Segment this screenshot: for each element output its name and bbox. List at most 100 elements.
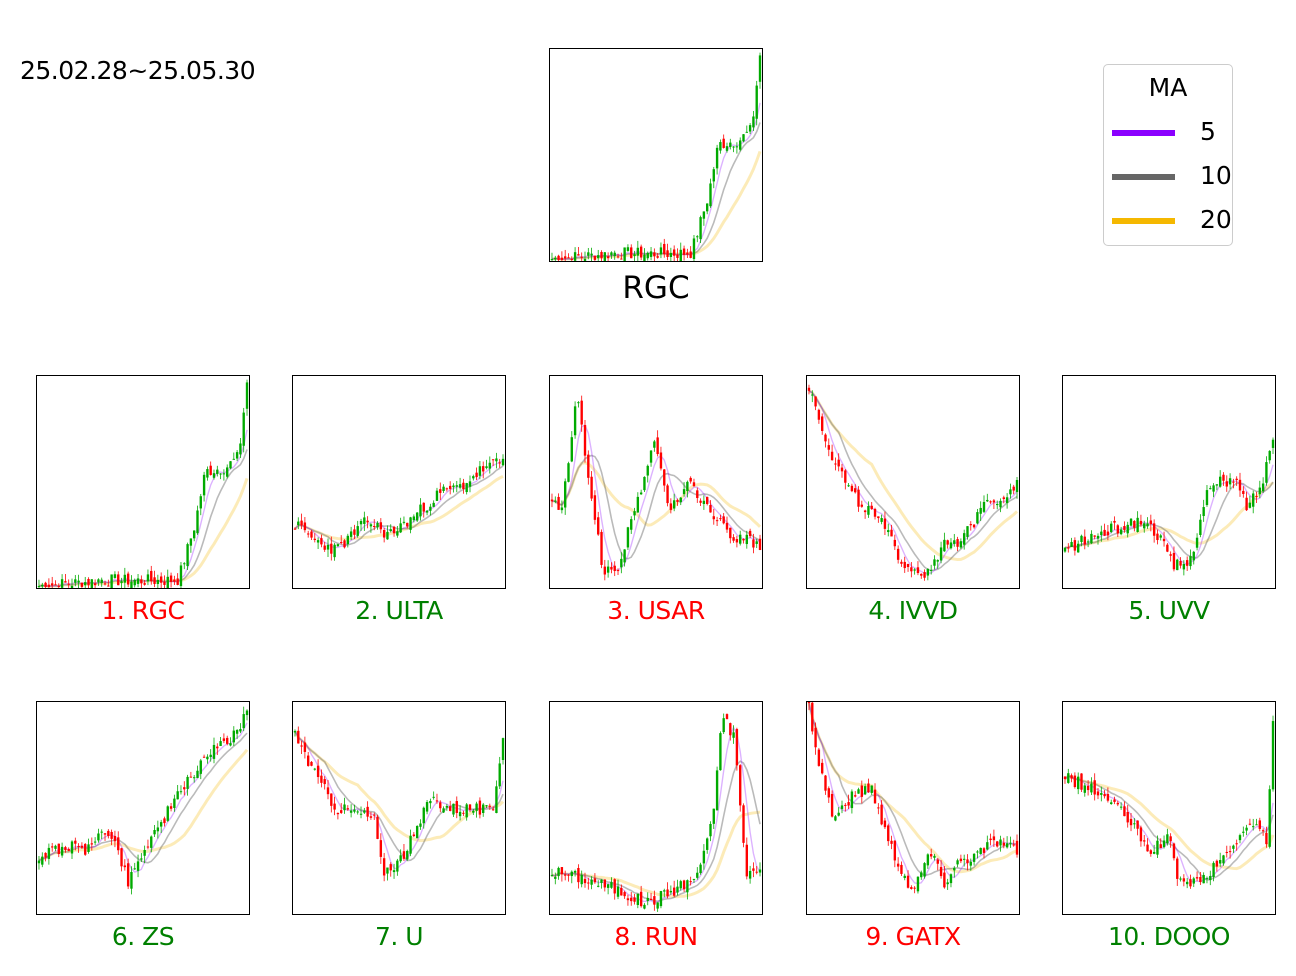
chart-6-candle-54 [216, 746, 219, 749]
chart-2-candle-46 [445, 488, 449, 490]
chart-7-candle-19 [356, 811, 359, 813]
date-range: 25.02.28~25.05.30 [20, 56, 256, 85]
chart-9-candle-61 [1009, 842, 1012, 844]
main-candle-45 [699, 217, 702, 240]
chart-3-candle-52 [722, 516, 725, 524]
main-candle-28 [643, 254, 646, 261]
chart-8-ma5-line [551, 726, 761, 904]
chart-8-candle-61 [752, 868, 755, 871]
chart-2-candle-18 [353, 529, 356, 535]
main-candle-42 [689, 251, 692, 258]
chart-5-candle-32 [1169, 554, 1172, 556]
chart-2-candle-5 [310, 531, 313, 538]
chart-7-ma20-line [293, 730, 505, 843]
chart-4-candle-11 [844, 470, 847, 483]
chart-7-candle-58 [485, 805, 488, 807]
chart-4-candle-58 [999, 500, 1002, 508]
chart-1-candle-29 [133, 579, 136, 586]
chart-1-candle-4 [51, 583, 54, 586]
chart-3-candle-36 [669, 503, 673, 510]
chart-2-ma5-line [294, 460, 504, 549]
chart-2-candle-17 [349, 531, 353, 537]
chart-6-candle-5 [54, 845, 57, 849]
chart-3-candle-19 [613, 565, 616, 572]
chart-4-candle-14 [854, 488, 857, 493]
chart-4-candle-61 [1009, 489, 1012, 495]
main-candle-49 [712, 169, 715, 182]
chart-5-candle-20 [1129, 518, 1133, 526]
chart-8-candle-35 [666, 889, 669, 897]
chart-10-candle-30 [1162, 840, 1166, 848]
chart-4-candle-36 [926, 568, 930, 576]
chart-7-candle-44 [439, 802, 442, 809]
chart-1-candle-37 [159, 576, 163, 583]
chart-3-candle-34 [663, 469, 666, 486]
chart-10-candle-6 [1083, 785, 1086, 793]
chart-9-ma5-line [808, 702, 1018, 885]
chart-6-candle-1 [41, 856, 44, 865]
chart-panel-6 [36, 701, 250, 915]
chart-10-candle-62 [1268, 789, 1271, 847]
chart-2-candle-36 [412, 516, 416, 521]
chart-8-candle-12 [590, 879, 593, 885]
chart-10-candle-15 [1113, 799, 1116, 802]
chart-3-candle-33 [659, 452, 663, 469]
chart-1-candle-53 [212, 473, 216, 478]
chart-7-ma10-line [294, 730, 504, 862]
chart-5-candle-0 [1063, 547, 1067, 552]
chart-8-candle-31 [653, 896, 656, 905]
chart-8-candle-33 [659, 891, 663, 907]
chart-9-candle-43 [949, 874, 953, 884]
chart-6-candle-59 [232, 730, 235, 743]
chart-10-candle-20 [1129, 818, 1133, 826]
chart-3-candle-41 [686, 481, 689, 492]
chart-3-candle-20 [616, 570, 620, 572]
chart-9-candle-62 [1012, 844, 1015, 846]
chart-8-candle-56 [735, 729, 739, 766]
chart-9-candle-55 [989, 838, 992, 841]
chart-5-candle-43 [1205, 490, 1209, 506]
chart-3-candle-60 [748, 530, 752, 537]
chart-5-candle-29 [1159, 535, 1162, 538]
chart-8-candle-16 [603, 879, 607, 888]
main-candle-8 [577, 254, 580, 256]
chart-2-candle-45 [442, 486, 445, 491]
chart-2-candle-24 [373, 525, 376, 527]
main-candle-14 [597, 255, 600, 259]
chart-1-candle-10 [70, 585, 74, 588]
chart-2-candle-29 [389, 529, 392, 531]
chart-5-ma10-line [1064, 481, 1274, 559]
chart-10-candle-37 [1185, 881, 1189, 885]
main-chart-svg [550, 52, 762, 261]
chart-2-candle-9 [323, 545, 326, 550]
main-candle-35 [666, 250, 669, 257]
chart-4-ma10-line [808, 390, 1018, 572]
chart-3-candle-57 [739, 534, 742, 544]
chart-label-6: 6. ZS [111, 922, 175, 951]
chart-5-candle-47 [1218, 476, 1222, 487]
chart-8-candle-47 [705, 838, 709, 850]
chart-label-1: 1. RGC [101, 596, 186, 625]
chart-9-candle-63 [1015, 840, 1019, 855]
main-candle-39 [679, 249, 682, 261]
main-candle-0 [550, 259, 554, 260]
chart-8-candle-39 [679, 881, 682, 889]
chart-svg-10 [1063, 715, 1275, 889]
chart-1-candle-60 [235, 452, 239, 459]
chart-10-candle-53 [1238, 835, 1242, 841]
chart-6-candle-35 [153, 830, 156, 835]
chart-4-candle-57 [996, 503, 999, 506]
chart-7-candle-50 [458, 811, 462, 817]
main-candle-56 [735, 146, 739, 148]
legend-label-ma10: 10 [1200, 161, 1232, 190]
chart-1-candle-7 [60, 579, 64, 588]
chart-6-candle-16 [90, 843, 94, 845]
chart-10-candle-14 [1110, 802, 1113, 804]
chart-4-candle-33 [916, 567, 920, 574]
chart-9-candle-53 [982, 848, 986, 853]
chart-7-candle-33 [402, 851, 406, 859]
chart-8-candle-52 [722, 718, 725, 733]
chart-1-candle-50 [202, 474, 206, 496]
chart-3-candle-51 [719, 518, 722, 520]
chart-6-candle-29 [133, 868, 136, 870]
